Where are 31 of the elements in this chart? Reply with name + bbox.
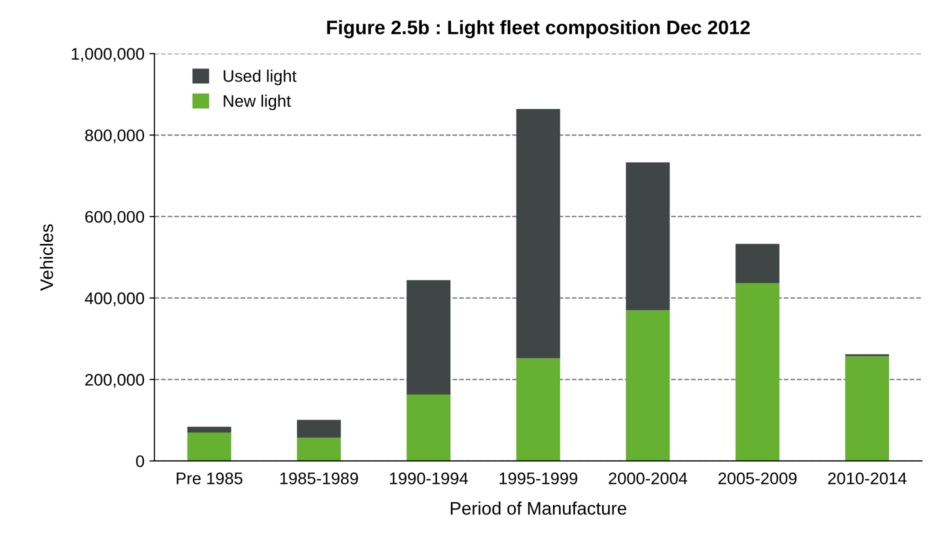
bar (736, 282, 780, 461)
bar (406, 394, 450, 461)
x-tick-label: 2010-2014 (828, 472, 907, 484)
y-tick-label: 200,000 (85, 374, 144, 388)
y-tick-label: 400,000 (84, 292, 144, 306)
x-tick-label: 2000-2004 (608, 472, 688, 484)
y-tick-label: 600,000 (85, 210, 144, 225)
bar (626, 310, 670, 461)
chart-title: Figure 2.5b : Light fleet composition Dec 2012 (327, 20, 750, 38)
bar (626, 162, 670, 310)
x-tick-label: 1995-1999 (500, 472, 578, 484)
bar (736, 244, 780, 283)
bar (516, 358, 560, 461)
x-tick-label: 2005-2009 (718, 472, 797, 484)
bar (406, 280, 450, 395)
bar (845, 356, 890, 461)
y-axis-title: Vehicles (40, 224, 54, 291)
y-tick-label: 0 (136, 455, 144, 468)
x-tick-label: 1985-1989 (280, 472, 358, 484)
y-tick-label: 1,000,000 (72, 48, 144, 62)
x-tick-label: 1990-1994 (390, 472, 468, 484)
legend-label: New light (224, 94, 291, 110)
bar (516, 109, 560, 358)
bar (187, 426, 232, 432)
x-axis-title: Period of Manufacture (450, 501, 626, 515)
bar (187, 432, 232, 461)
x-tick-label: Pre 1985 (176, 472, 242, 484)
legend-label: Used light (224, 70, 296, 86)
bar (296, 438, 341, 461)
bar (296, 420, 341, 438)
y-tick-label: 800,000 (85, 129, 144, 144)
